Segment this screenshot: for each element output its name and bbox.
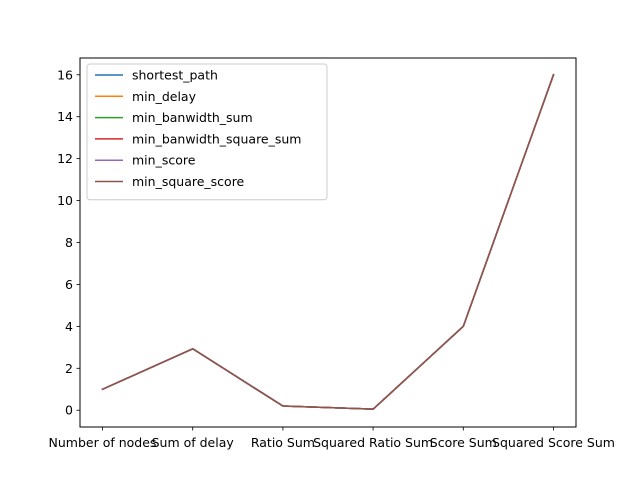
y-tick-label: 4	[65, 319, 73, 334]
plot-lines	[101, 73, 555, 410]
x-tick-label: Ratio Sum	[251, 435, 315, 450]
x-tick-label: Sum of delay	[152, 435, 235, 450]
legend-box	[86, 63, 328, 201]
y-axis: 0 2 4 6 8 10 12 14 16	[57, 67, 80, 418]
y-tick-label: 10	[57, 193, 73, 208]
legend-label: min_banwidth_square_sum	[132, 131, 302, 146]
legend-label: shortest_path	[132, 68, 218, 83]
x-tick-label: Squared Score Sum	[492, 435, 615, 450]
legend: shortest_path min_delay min_banwidth_summi…	[86, 63, 328, 201]
x-tick-label: Score Sum	[430, 435, 497, 450]
y-tick-label: 0	[65, 403, 73, 418]
x-tick-label: Number of nodes	[49, 435, 157, 450]
y-tick-label: 2	[65, 361, 73, 376]
y-tick-label: 8	[65, 235, 73, 250]
legend-label: min_delay	[132, 89, 197, 104]
series-line	[101, 73, 555, 410]
y-tick-label: 14	[57, 109, 73, 124]
legend-label: min_banwidth_sum	[132, 110, 253, 125]
x-tick-label: Squared Ratio Sum	[313, 435, 433, 450]
y-tick-label: 6	[65, 277, 73, 292]
y-tick-label: 16	[57, 67, 73, 82]
legend-label: min_score	[132, 153, 196, 168]
legend-label: min_square_score	[132, 174, 245, 189]
y-tick-label: 12	[57, 151, 73, 166]
